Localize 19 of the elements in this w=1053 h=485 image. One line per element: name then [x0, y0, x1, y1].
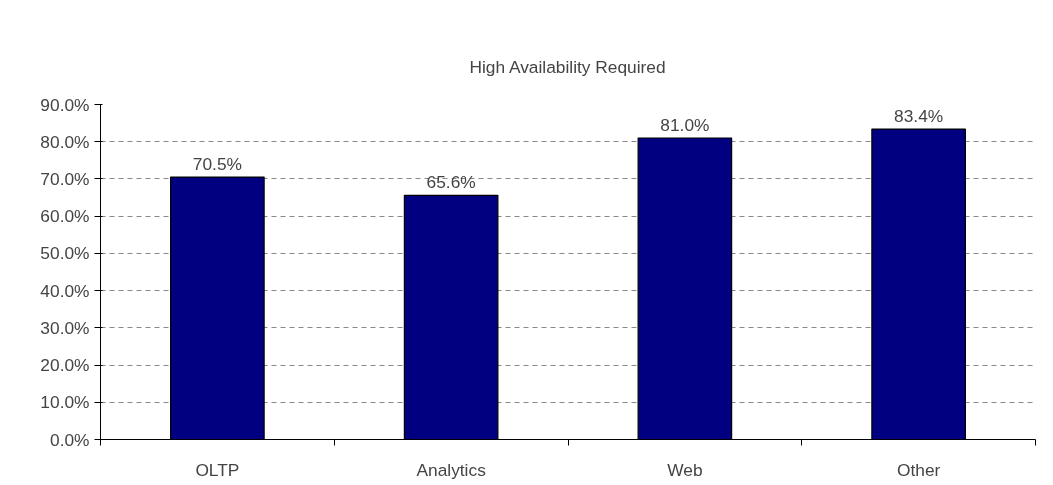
- x-tick-label: Web: [667, 459, 703, 480]
- x-tick-label: Other: [896, 459, 941, 480]
- y-tick-label: 0.0%: [50, 429, 90, 450]
- y-tick-label: 90.0%: [40, 94, 90, 115]
- data-label: 83.4%: [894, 106, 944, 127]
- y-tick-label: 80.0%: [40, 131, 90, 152]
- x-tick-label: OLTP: [195, 459, 240, 480]
- x-tick-label: Analytics: [416, 459, 487, 480]
- data-label: 70.5%: [192, 154, 242, 175]
- y-tick-label: 10.0%: [40, 392, 90, 413]
- y-tick-label: 50.0%: [40, 243, 90, 264]
- data-label: 81.0%: [660, 115, 710, 135]
- y-tick-label: 40.0%: [40, 280, 90, 301]
- y-tick-label: 20.0%: [40, 355, 90, 376]
- data-label: 65.6%: [426, 172, 476, 193]
- y-tick-label: 60.0%: [40, 206, 90, 227]
- y-tick-label: 30.0%: [40, 317, 90, 338]
- y-tick-label: 70.0%: [40, 168, 90, 189]
- chart-title: High Availability Required: [469, 57, 666, 77]
